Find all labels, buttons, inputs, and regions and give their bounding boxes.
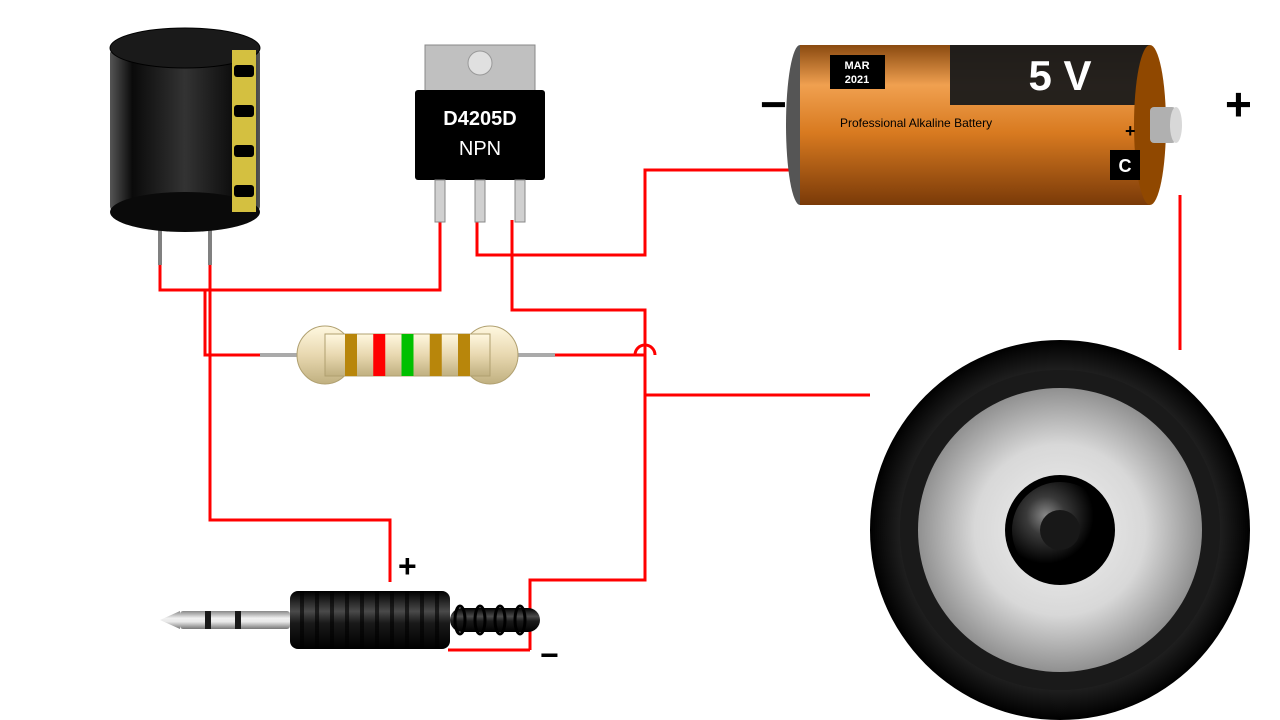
battery-plus: +	[1225, 77, 1252, 131]
jack-plus: +	[398, 548, 417, 585]
jack-minus: −	[540, 637, 559, 674]
svg-text:NPN: NPN	[459, 138, 501, 160]
wire-node-to-speaker	[645, 355, 870, 395]
svg-text:MAR: MAR	[844, 60, 869, 72]
svg-text:Professional Alkaline Battery: Professional Alkaline Battery	[840, 116, 992, 130]
wire-resistor-left	[205, 290, 300, 355]
svg-text:5 V: 5 V	[1028, 52, 1091, 99]
battery-minus: −	[760, 77, 787, 131]
svg-text:+: +	[1125, 121, 1136, 141]
wire-cap-to-jack-plus	[210, 230, 390, 582]
svg-text:C: C	[1119, 156, 1132, 176]
svg-text:2021: 2021	[845, 74, 869, 86]
wire-emitter-down	[512, 220, 645, 650]
svg-text:D4205D: D4205D	[443, 108, 516, 130]
circuit-canvas: D4205D NPN MAR 2021 5 V Professional Alkaline…	[0, 0, 1280, 720]
